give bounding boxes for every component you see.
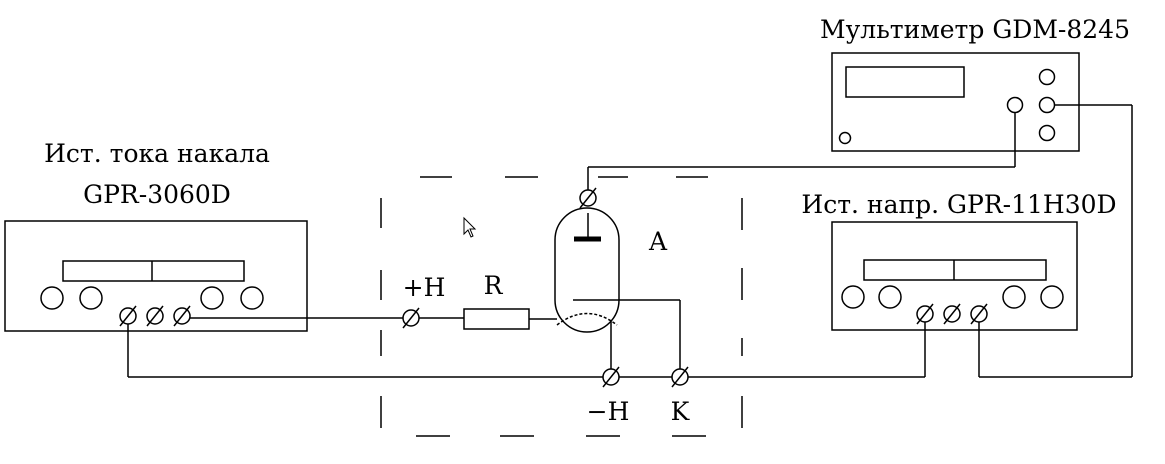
minus-h-terminal [602,366,620,388]
filament [556,312,618,326]
right-source-display [863,259,1047,281]
plus-h-label: +H [403,273,446,302]
cathode-label: K [671,397,691,426]
right-knob-1 [841,285,865,309]
plus-h-terminal [402,307,420,329]
resistor [463,308,530,330]
multimeter-label: Мультиметр GDM-8245 [820,15,1130,44]
mouse-cursor-icon [463,216,477,238]
left-knob-1 [40,286,64,310]
multimeter-power-button [838,131,852,145]
anode-label: A [648,227,668,256]
multimeter-jack-top [1038,68,1056,86]
minus-h-label: −H [587,397,630,426]
left-knob-2 [79,286,103,310]
left-source-label-line1: Ист. тока накала [44,139,270,168]
resistor-label: R [484,271,504,300]
left-power-source [4,220,308,332]
left-terminal-2 [146,305,164,327]
wires [127,104,1133,378]
left-terminal-3 [173,305,191,327]
multimeter-display [845,66,965,98]
left-knob-3 [200,286,224,310]
cathode-terminal [671,366,689,388]
multimeter-jack-com [1006,96,1024,114]
multimeter-jack-bottom [1038,124,1056,142]
enclosure-dashed-frame [380,176,743,437]
right-knob-4 [1040,285,1064,309]
left-knob-4 [240,286,264,310]
left-source-label-line2: GPR-3060D [83,180,231,209]
multimeter-jack-input [1038,96,1056,114]
anode-terminal [579,187,597,209]
left-source-display [62,260,245,282]
right-source-label: Ист. напр. GPR-11H30D [801,190,1116,219]
vacuum-tube [554,207,680,333]
right-terminal-2 [943,303,961,325]
right-knob-2 [878,285,902,309]
multimeter [831,52,1080,152]
right-power-source [831,221,1078,331]
right-knob-3 [1002,285,1026,309]
